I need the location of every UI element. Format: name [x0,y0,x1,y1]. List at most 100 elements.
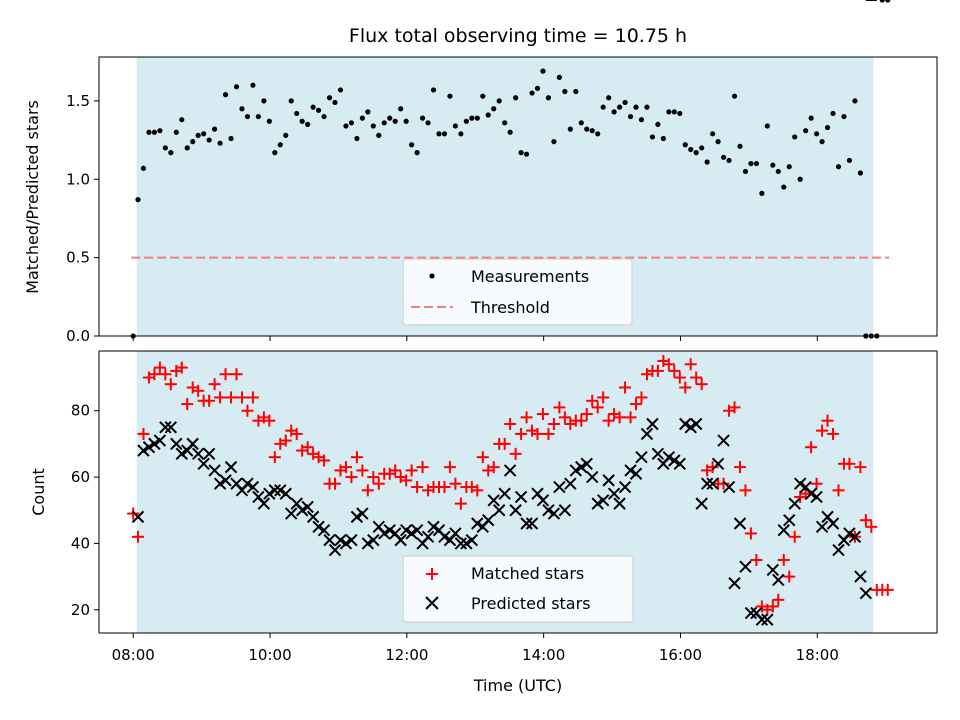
matched-star-point [744,527,757,540]
measurement-point [266,118,272,124]
measurement-point [545,95,552,101]
matched-star-point [520,411,533,424]
matched-star-point [733,461,746,474]
measurement-point [523,151,530,157]
predicted-star-point [607,487,621,500]
measurement-point [830,110,836,117]
predicted-star-point [394,533,407,547]
y-tick-label: 1.5 [66,92,90,110]
predicted-star-point [509,504,522,517]
measurement-point [819,139,825,145]
measurement-point [212,126,218,132]
measurement-point [710,131,716,137]
predicted-star-point [257,497,271,510]
matched-star-point [586,394,599,407]
measurement-point [222,92,229,98]
predicted-star-point [465,533,479,547]
measurement-point [337,87,344,93]
y-tick-label: 60 [71,468,90,486]
measurement-point [403,118,409,124]
matched-star-point [181,398,194,411]
y-tick-label: 40 [71,534,90,552]
predicted-star-point [854,570,867,583]
measurement-point [606,95,612,101]
top-y-ticks: 0.0 0.5 1.0 1.5 [66,92,99,345]
matched-star-point [547,417,560,430]
matched-star-point [476,451,489,464]
measurement-point [458,131,464,137]
measurement-point [436,131,442,137]
measurement-point [430,87,437,93]
predicted-star-point [859,586,873,600]
predicted-star-point [810,490,823,504]
predicted-star-point [613,497,626,510]
measurement-point [682,142,688,148]
predicted-star-point [679,417,692,431]
measurement-point [649,134,656,140]
measurement-point [250,82,256,88]
legend-predicted-marker [425,596,439,610]
predicted-star-point [334,533,347,547]
matched-star-point [859,514,872,527]
matched-star-point [591,401,604,414]
predicted-star-point [520,517,533,530]
measurement-point [299,118,305,124]
measurement-point [638,117,645,123]
matched-star-point [788,530,801,543]
measurement-point [781,184,787,190]
predicted-star-point [586,470,599,484]
measurement-point [726,157,732,164]
predicted-star-point [498,487,511,500]
matched-star-point [318,454,331,467]
matched-star-point [575,414,588,427]
matched-star-point [651,364,664,377]
bottom-axes-frame [98,350,938,634]
predicted-star-point [454,537,468,550]
measurement-point [288,98,294,104]
measurement-point [627,113,634,120]
measurement-point [715,139,721,145]
predicted-star-point [815,520,829,534]
measurement-point [469,115,475,121]
predicted-star-point [711,457,725,471]
predicted-star-point [503,464,517,477]
measurement-point [447,93,453,99]
predicted-star-point [826,517,840,530]
predicted-star-point [596,494,610,507]
measurement-point [748,160,754,167]
x-tick-label: 08:00 [112,646,155,664]
measurement-point [633,104,639,110]
predicted-star-point [421,530,435,543]
predicted-star-point [536,494,550,507]
matched-star-point [662,358,675,371]
predicted-star-point [345,533,358,547]
legend-matched-marker [426,568,438,580]
measurement-point [272,150,278,156]
matched-star-point [339,461,352,474]
predicted-star-point [471,517,484,530]
measurement-point [463,118,469,124]
predicted-star-point [410,523,424,537]
predicted-star-point [558,504,572,517]
measurement-point [261,98,267,104]
measurement-point [693,150,699,156]
matched-star-point [821,414,834,427]
matched-star-point [783,570,796,583]
matched-star-point [684,358,697,371]
measurement-point [720,154,727,160]
predicted-star-point [295,504,309,517]
predicted-star-point [673,457,686,471]
measurement-point [846,157,853,164]
matched-star-point [389,464,402,477]
matched-star-point [843,457,856,470]
matched-star-point [400,474,413,487]
matched-star-point [673,371,686,384]
predicted-star-point [219,474,232,487]
matched-star-point [372,477,385,490]
measurement-point [704,159,710,165]
top-axes-frame [98,56,938,337]
measurement-point [480,93,486,99]
y-tick-label: 1.0 [66,170,90,188]
predicted-star-point [339,537,353,550]
matched-star-point [241,404,254,417]
